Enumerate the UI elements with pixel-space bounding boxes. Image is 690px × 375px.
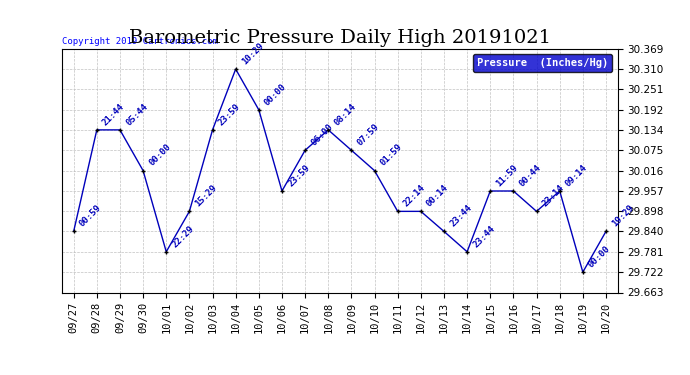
Legend: Pressure  (Inches/Hg): Pressure (Inches/Hg) xyxy=(473,54,612,72)
Point xyxy=(369,168,380,174)
Point xyxy=(485,188,496,194)
Point xyxy=(115,127,126,133)
Text: 23:44: 23:44 xyxy=(471,224,497,249)
Point xyxy=(184,209,195,214)
Text: 21:44: 21:44 xyxy=(101,102,126,127)
Point xyxy=(161,249,172,255)
Point xyxy=(230,66,241,72)
Point xyxy=(600,228,611,234)
Point xyxy=(508,188,519,194)
Text: 00:00: 00:00 xyxy=(587,244,612,269)
Point xyxy=(253,107,264,113)
Text: 07:59: 07:59 xyxy=(355,122,381,147)
Text: 19:29: 19:29 xyxy=(610,203,635,229)
Point xyxy=(68,228,79,234)
Point xyxy=(277,188,288,194)
Point xyxy=(438,228,449,234)
Text: 00:00: 00:00 xyxy=(147,142,172,168)
Text: Copyright 2019 Cartronics.com: Copyright 2019 Cartronics.com xyxy=(62,38,218,46)
Text: 09:14: 09:14 xyxy=(564,163,589,188)
Text: 00:14: 00:14 xyxy=(425,183,451,209)
Point xyxy=(323,127,334,133)
Text: 00:44: 00:44 xyxy=(518,163,543,188)
Text: 15:29: 15:29 xyxy=(194,183,219,209)
Point xyxy=(392,209,403,214)
Point xyxy=(91,127,102,133)
Title: Barometric Pressure Daily High 20191021: Barometric Pressure Daily High 20191021 xyxy=(129,29,551,47)
Point xyxy=(578,269,589,275)
Text: 11:59: 11:59 xyxy=(495,163,520,188)
Text: 00:00: 00:00 xyxy=(263,82,288,107)
Point xyxy=(137,168,148,174)
Point xyxy=(207,127,218,133)
Text: 23:44: 23:44 xyxy=(448,203,473,229)
Text: 10:29: 10:29 xyxy=(240,41,265,66)
Text: 05:44: 05:44 xyxy=(124,102,150,127)
Text: 23:59: 23:59 xyxy=(217,102,242,127)
Point xyxy=(554,188,565,194)
Point xyxy=(299,147,310,153)
Point xyxy=(415,209,426,214)
Text: 00:59: 00:59 xyxy=(78,203,104,229)
Text: 01:59: 01:59 xyxy=(379,142,404,168)
Point xyxy=(462,249,473,255)
Text: 22:14: 22:14 xyxy=(402,183,427,209)
Text: 22:29: 22:29 xyxy=(170,224,196,249)
Text: 23:14: 23:14 xyxy=(541,183,566,209)
Text: 23:59: 23:59 xyxy=(286,163,311,188)
Text: 06:00: 06:00 xyxy=(309,122,335,147)
Point xyxy=(531,209,542,214)
Point xyxy=(346,147,357,153)
Text: 08:14: 08:14 xyxy=(333,102,358,127)
